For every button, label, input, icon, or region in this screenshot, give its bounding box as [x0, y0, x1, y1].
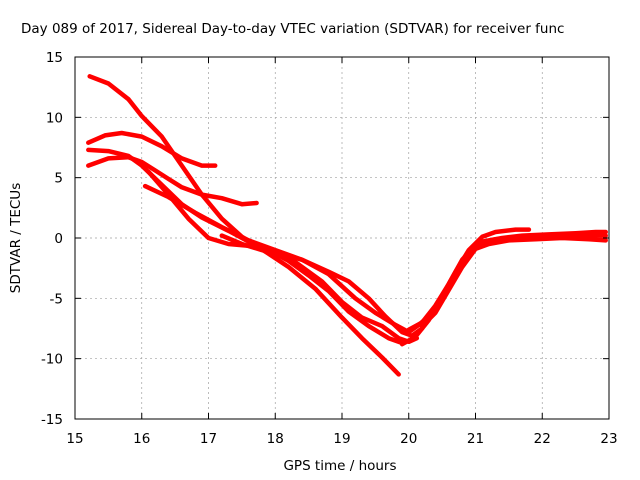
tick-marks [74, 56, 610, 420]
chart-title: Day 089 of 2017, Sidereal Day-to-day VTE… [21, 21, 564, 37]
series-arc-b [86, 130, 218, 168]
series-arc-a [87, 74, 401, 377]
series-arc-g [219, 233, 405, 346]
series-arc-c [86, 154, 259, 207]
tick-labels: 15 16 17 18 19 20 21 22 23 15 10 5 0 -5 -10 -15 [41, 50, 618, 447]
x-axis-label: GPS time / hours [283, 458, 396, 474]
series-arc-f [146, 169, 420, 345]
series-layer [86, 74, 608, 377]
y-tick-label: 15 [46, 50, 63, 66]
x-tick-label: 23 [600, 431, 617, 447]
x-tick-label: 15 [66, 431, 83, 447]
y-tick-label: -10 [41, 352, 63, 368]
x-tick-label: 18 [267, 431, 284, 447]
y-tick-label: 0 [54, 231, 63, 247]
x-tick-label: 21 [467, 431, 484, 447]
y-tick-label: 10 [46, 110, 63, 126]
x-tick-label: 16 [133, 431, 150, 447]
y-tick-label: -5 [50, 291, 63, 307]
x-tick-label: 20 [400, 431, 417, 447]
y-axis-label: SDTVAR / TECUs [8, 183, 24, 293]
x-tick-label: 22 [534, 431, 551, 447]
series-arc-k [419, 235, 608, 329]
series-arc-i [406, 233, 608, 332]
x-tick-label: 17 [200, 431, 217, 447]
y-tick-label: -15 [41, 412, 63, 428]
x-tick-label: 19 [333, 431, 350, 447]
series-arc-e [142, 183, 425, 338]
y-tick-label: 5 [54, 171, 63, 187]
